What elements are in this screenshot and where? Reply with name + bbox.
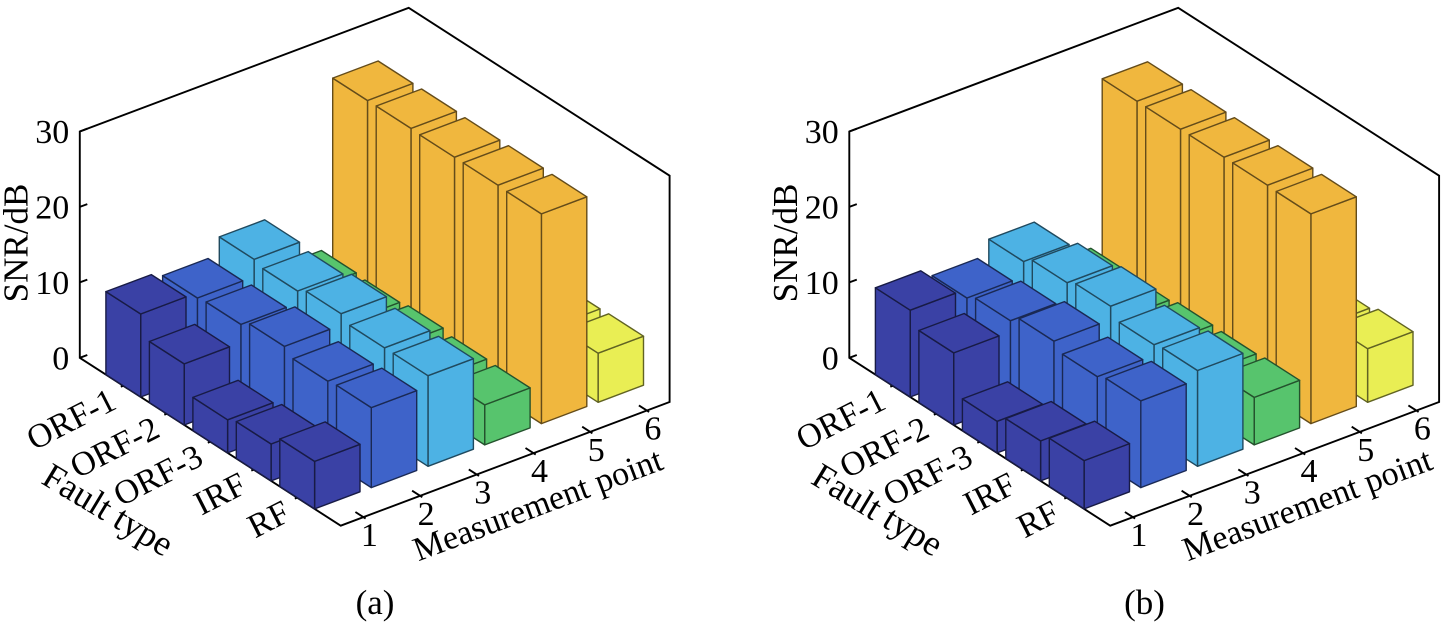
- svg-text:0: 0: [822, 340, 839, 377]
- svg-text:6: 6: [1414, 411, 1431, 448]
- svg-text:SNR/dB: SNR/dB: [0, 184, 36, 303]
- svg-text:2: 2: [418, 496, 435, 533]
- svg-text:3: 3: [1244, 475, 1261, 512]
- svg-text:3: 3: [474, 475, 491, 512]
- svg-text:4: 4: [1301, 453, 1318, 490]
- svg-text:1: 1: [361, 517, 378, 554]
- svg-text:6: 6: [644, 411, 661, 448]
- svg-text:5: 5: [588, 432, 605, 469]
- svg-text:SNR/dB: SNR/dB: [766, 184, 805, 303]
- svg-text:10: 10: [805, 265, 839, 302]
- svg-text:30: 30: [805, 114, 839, 151]
- svg-text:10: 10: [35, 265, 69, 302]
- svg-text:0: 0: [52, 340, 69, 377]
- svg-text:(a): (a): [356, 583, 395, 622]
- svg-text:(b): (b): [1124, 583, 1165, 622]
- svg-text:30: 30: [35, 114, 69, 151]
- svg-text:5: 5: [1357, 432, 1374, 469]
- svg-text:20: 20: [35, 189, 69, 226]
- svg-text:20: 20: [805, 189, 839, 226]
- svg-text:1: 1: [1130, 517, 1147, 554]
- svg-text:2: 2: [1187, 496, 1204, 533]
- svg-text:4: 4: [531, 453, 548, 490]
